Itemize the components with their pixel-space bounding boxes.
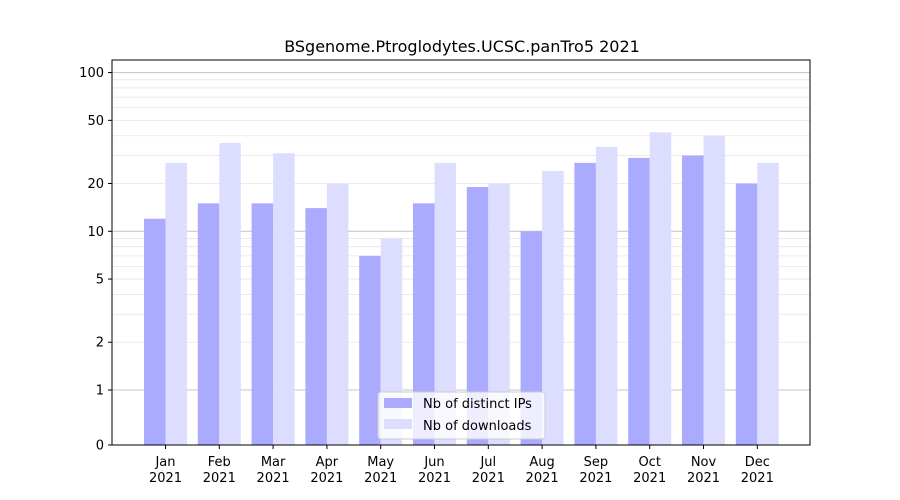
- bar-ips-sep: [574, 162, 596, 445]
- bar-downloads-jan: [165, 162, 187, 445]
- bar-downloads-jun: [434, 162, 456, 445]
- x-axis: Jan 2021 Feb 2021 Mar 2021 Apr 2021 May 2021 Jun 20…: [149, 445, 774, 486]
- bar-downloads-dec: [757, 162, 779, 445]
- plot-frame: [111, 59, 811, 446]
- bar-ips-oct: [628, 157, 650, 446]
- bar-ips-jun: [413, 203, 435, 445]
- x-tick-label: Mar 2021: [257, 455, 290, 486]
- legend: Nb of distinct IPs Nb of downloads: [377, 391, 546, 440]
- x-tick-label: Apr 2021: [310, 455, 343, 486]
- x-tick-label: Feb 2021: [203, 455, 236, 486]
- bar-ips-jul: [466, 187, 489, 445]
- y-tick-label: 10: [87, 225, 104, 240]
- x-tick-label: Jul 2021: [472, 455, 505, 486]
- y-tick-label: 0: [96, 439, 104, 454]
- x-tick-label: Dec 2021: [741, 455, 774, 486]
- bar-downloads-aug: [542, 170, 564, 446]
- bar-downloads-apr: [326, 183, 349, 445]
- bar-downloads-jul: [488, 183, 510, 445]
- x-tick-label: Jan 2021: [149, 455, 182, 486]
- y-tick-label: 100: [79, 66, 104, 81]
- y-tick-label: 5: [96, 273, 104, 288]
- bar-downloads-feb: [219, 142, 241, 446]
- x-tick-label: Jun 2021: [418, 455, 451, 486]
- bar-ips-apr: [305, 208, 327, 445]
- bar-ips-may: [359, 255, 381, 445]
- bar-downloads-oct: [649, 132, 672, 446]
- y-tick-label: 50: [87, 114, 104, 129]
- y-tick-label: 2: [96, 336, 104, 351]
- y-axis: 0 1 2 5 10 20 50 100: [79, 66, 112, 454]
- bar-ips-nov: [682, 155, 704, 445]
- x-tick-label: Nov 2021: [687, 455, 720, 486]
- bar-ips-jan: [144, 218, 166, 445]
- chart-title: BSgenome.Ptroglodytes.UCSC.panTro5 2021: [284, 37, 640, 56]
- bar-ips-feb: [197, 203, 220, 445]
- x-tick-label: Sep 2021: [579, 455, 612, 486]
- bar-ips-mar: [251, 203, 274, 445]
- x-tick-label: May 2021: [364, 455, 397, 486]
- legend-label-downloads: Nb of downloads: [423, 419, 532, 434]
- bar-downloads-nov: [703, 135, 725, 445]
- legend-swatch-downloads: [384, 419, 412, 429]
- y-tick-label: 20: [87, 177, 104, 192]
- x-tick-label: Aug 2021: [526, 455, 559, 486]
- x-tick-label: Oct 2021: [633, 455, 666, 486]
- legend-label-ips: Nb of distinct IPs: [423, 397, 532, 412]
- bar-ips-dec: [735, 183, 758, 445]
- bar-downloads-mar: [273, 153, 295, 445]
- legend-swatch-ips: [384, 398, 412, 408]
- y-tick-label: 1: [96, 384, 104, 399]
- legend-frame: [377, 391, 546, 440]
- bar-downloads-sep: [595, 146, 618, 445]
